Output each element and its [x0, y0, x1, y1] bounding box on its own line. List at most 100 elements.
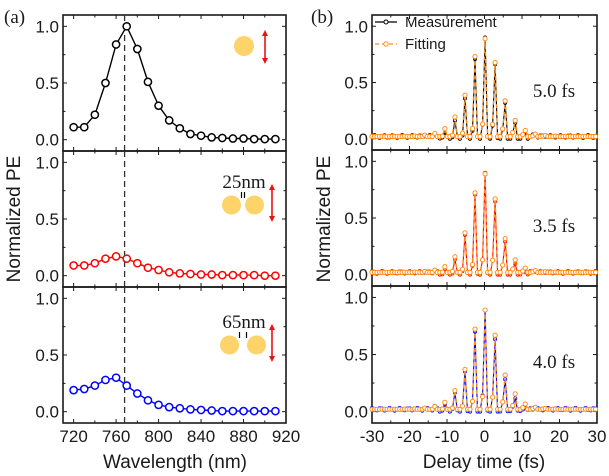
- fitting-point: [477, 133, 483, 140]
- arrow-head-down: [262, 58, 268, 64]
- polarization-arrow-icon: [269, 184, 275, 222]
- fitting-point: [477, 406, 483, 412]
- panel-a-subplot-ytick-label: 0.5: [35, 74, 59, 93]
- panel-a-subplot-ytick-label: 1.0: [35, 17, 59, 36]
- panel-b-subplot-3: 0.0 0.5 1.0 4.0 fs: [344, 285, 599, 424]
- data-point: [154, 400, 163, 410]
- data-point: [239, 134, 248, 143]
- fitting-point: [502, 98, 508, 104]
- fitting-point: [457, 406, 463, 412]
- fitting-point: [459, 403, 466, 409]
- fitting-point: [449, 405, 455, 411]
- panel-b-xtick-label: -30: [360, 427, 385, 446]
- data-point: [143, 395, 153, 405]
- data-point: [260, 271, 270, 281]
- data-point: [154, 265, 163, 275]
- data-point: [186, 405, 195, 414]
- fitting-point: [492, 196, 498, 202]
- panel-b-subplot-ytick-label: 0.5: [344, 209, 368, 228]
- arrow-head-up: [269, 324, 275, 330]
- data-point: [132, 389, 142, 398]
- panel-b-subplot-ytick-label: 0.5: [344, 346, 368, 365]
- fitting-point: [593, 133, 599, 140]
- data-point: [228, 134, 238, 143]
- panel-a-ylabel: Normalized PE: [4, 156, 25, 283]
- panel-a-subplot-frame: [62, 286, 287, 424]
- panel-a-xtick-label: 720: [59, 427, 87, 446]
- panel-a-subplot-ytick-label: 1.0: [35, 289, 59, 308]
- fitting-point: [512, 257, 518, 263]
- data-point: [69, 261, 78, 270]
- fitting-point: [490, 257, 496, 263]
- data-point: [79, 261, 89, 270]
- legend-label: Fitting: [405, 36, 446, 53]
- data-point: [239, 406, 248, 416]
- gold-nanosphere-right-icon: [245, 195, 264, 215]
- data-point: [196, 131, 206, 141]
- panel-b-subplot-1: 0.0 0.5 1.0 5.0 fs: [344, 14, 599, 151]
- fitting-point: [507, 133, 513, 140]
- data-point: [101, 78, 110, 88]
- fitting-point: [500, 399, 506, 405]
- fitting-point: [452, 387, 458, 394]
- data-point: [164, 116, 174, 125]
- data-point: [175, 403, 185, 413]
- fitting-point: [490, 394, 496, 400]
- data-point: [228, 406, 238, 416]
- fitting-point: [479, 257, 486, 263]
- panel-b-subplot-2: 0.0 0.5 1.0 3.5 fs: [344, 149, 599, 287]
- fitting-point: [522, 127, 528, 134]
- panel-b-tag: (b): [311, 7, 333, 28]
- panel-b: 0.0 0.5 1.0 5.0 fs 0.0 0.5 1.0 3.5 fs 0.0 0.5 1.0 4…: [344, 14, 606, 446]
- panel-b-xtick-label: 0: [480, 427, 489, 446]
- fitting-point: [479, 394, 486, 400]
- data-point: [79, 122, 89, 132]
- fitting-point: [510, 402, 516, 409]
- data-point: [260, 406, 270, 416]
- data-point: [143, 263, 153, 273]
- fitting-point: [442, 399, 448, 405]
- data-point: [228, 270, 238, 280]
- data-point: [90, 258, 100, 268]
- panel-b-xtick-label: -10: [435, 427, 460, 446]
- data-point: [249, 406, 259, 416]
- data-point: [175, 269, 185, 278]
- panel-a-tag: (a): [4, 7, 25, 28]
- panel-b-subplot-ytick-label: 0.0: [344, 403, 368, 422]
- fitting-point: [467, 406, 473, 412]
- data-point: [101, 375, 110, 385]
- panel-a-xtick-label: 760: [102, 427, 130, 446]
- fitting-point: [522, 401, 528, 407]
- fitting-point: [452, 254, 458, 260]
- gap-annotation: 65nm: [222, 312, 266, 333]
- data-point: [196, 405, 206, 415]
- fitting-point: [502, 235, 508, 242]
- fitting-point: [507, 269, 513, 275]
- arrow-head-up: [262, 30, 268, 36]
- data-point: [143, 77, 153, 87]
- data-point: [90, 381, 100, 390]
- fitting-point: [492, 59, 498, 66]
- fitting-point: [482, 36, 488, 42]
- panel-a-subplot-ytick-label: 0.0: [35, 267, 59, 286]
- fitting-point: [459, 266, 466, 272]
- panel-b-xtick-label: 30: [588, 427, 607, 446]
- fitting-point: [449, 132, 455, 138]
- fitting-point: [520, 132, 526, 138]
- data-point: [154, 101, 163, 111]
- fitting-point: [459, 130, 466, 136]
- fitting-point: [522, 265, 528, 271]
- panel-b-xlabel: Delay time (fs): [423, 452, 545, 473]
- data-point: [111, 373, 121, 383]
- pulse-duration-annotation: 5.0 fs: [533, 81, 575, 102]
- fitting-point: [472, 326, 478, 332]
- panel-a-subplot-ytick-label: 0.5: [35, 346, 59, 365]
- panel-b-subplot-ytick-label: 1.0: [344, 152, 368, 171]
- arrow-head-up: [269, 184, 275, 190]
- fitting-point: [439, 133, 445, 139]
- panel-b-subplot-ytick-label: 1.0: [344, 17, 368, 36]
- gold-nanosphere-icon: [234, 36, 254, 56]
- data-point: [207, 406, 217, 415]
- panel-b-ylabel: Normalized PE: [314, 156, 335, 283]
- data-point: [271, 134, 280, 144]
